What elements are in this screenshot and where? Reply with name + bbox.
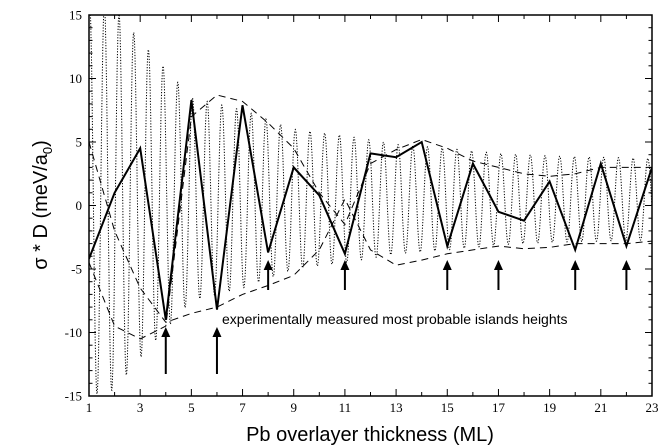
arrows-layer: [161, 260, 631, 374]
x-tick-label: 13: [390, 400, 403, 415]
arrow-head: [621, 260, 631, 270]
x-tick-label: 17: [492, 400, 506, 415]
series-dashed-lower-envelope: [89, 141, 652, 323]
arrow-head: [263, 260, 273, 270]
x-axis-title: Pb overlayer thickness (ML): [246, 424, 494, 446]
x-tick-label: 19: [543, 400, 556, 415]
arrow-head: [493, 260, 503, 270]
x-tick-label: 7: [239, 400, 246, 415]
y-axis-title-close: ): [30, 140, 52, 147]
y-tick-label: -15: [65, 389, 82, 404]
y-tick-label: 15: [69, 8, 82, 23]
y-axis-title-main: σ * D (meV/a: [30, 153, 52, 270]
y-tick-label: -10: [65, 325, 82, 340]
x-tick-label: 11: [339, 400, 352, 415]
arrow-head: [442, 260, 452, 270]
series-dashed-upper-envelope: [89, 94, 652, 340]
series-layer: [89, 15, 652, 396]
y-tick-label: 10: [69, 71, 82, 86]
plot-frame: [88, 14, 653, 397]
arrow-head: [570, 260, 580, 270]
annotation-text: experimentally measured most probable is…: [222, 311, 568, 327]
x-tick-label: 9: [290, 400, 297, 415]
arrow-head: [212, 327, 222, 337]
x-tick-label: 23: [646, 400, 659, 415]
y-axis-title-sub: 0: [40, 147, 55, 154]
x-tick-label: 3: [137, 400, 144, 415]
x-tick-label: 1: [86, 400, 93, 415]
x-tick-label: 21: [594, 400, 607, 415]
y-tick-label: -5: [71, 262, 82, 277]
y-tick-label: 0: [76, 198, 83, 213]
x-tick-label: 5: [188, 400, 195, 415]
series-solid-line: [89, 99, 652, 320]
x-tick-label: 15: [441, 400, 454, 415]
y-axis-title: σ * D (meV/a0): [30, 140, 55, 270]
series-dotted-oscillation: [89, 15, 652, 396]
arrow-head: [340, 260, 350, 270]
y-tick-label: 5: [76, 135, 83, 150]
arrow-head: [161, 327, 171, 337]
